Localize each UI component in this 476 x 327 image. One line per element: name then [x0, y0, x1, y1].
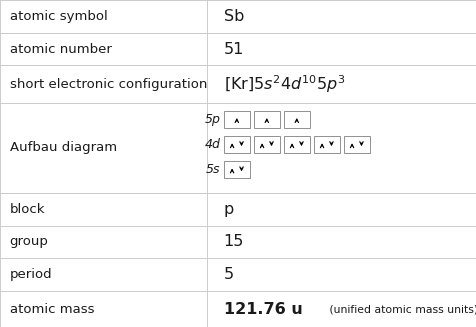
Text: $\mathrm{[Kr]5}s^2\mathrm{4}d^{10}\mathrm{5}p^3$: $\mathrm{[Kr]5}s^2\mathrm{4}d^{10}\mathr…: [224, 73, 346, 95]
Bar: [224, 111, 250, 128]
Bar: [314, 136, 340, 153]
Text: 5s: 5s: [206, 164, 220, 176]
Text: atomic number: atomic number: [10, 43, 111, 56]
Text: Sb: Sb: [224, 9, 244, 24]
Bar: [254, 111, 280, 128]
Text: 5p: 5p: [205, 113, 220, 126]
Text: 5: 5: [224, 267, 234, 282]
Text: period: period: [10, 268, 52, 281]
Bar: [224, 136, 250, 153]
Text: atomic symbol: atomic symbol: [10, 10, 107, 23]
Text: p: p: [224, 202, 234, 217]
Text: group: group: [10, 235, 49, 249]
Text: short electronic configuration: short electronic configuration: [10, 78, 207, 91]
Text: 4d: 4d: [205, 138, 220, 151]
Text: 15: 15: [224, 234, 244, 250]
Text: (unified atomic mass units): (unified atomic mass units): [326, 304, 476, 314]
Text: 121.76 u: 121.76 u: [224, 301, 302, 317]
Text: block: block: [10, 203, 45, 216]
Text: atomic mass: atomic mass: [10, 302, 94, 316]
Bar: [344, 136, 370, 153]
Bar: [284, 136, 310, 153]
Bar: [284, 111, 310, 128]
Text: 51: 51: [224, 42, 244, 57]
Text: Aufbau diagram: Aufbau diagram: [10, 142, 117, 154]
Bar: [224, 161, 250, 178]
Bar: [254, 136, 280, 153]
